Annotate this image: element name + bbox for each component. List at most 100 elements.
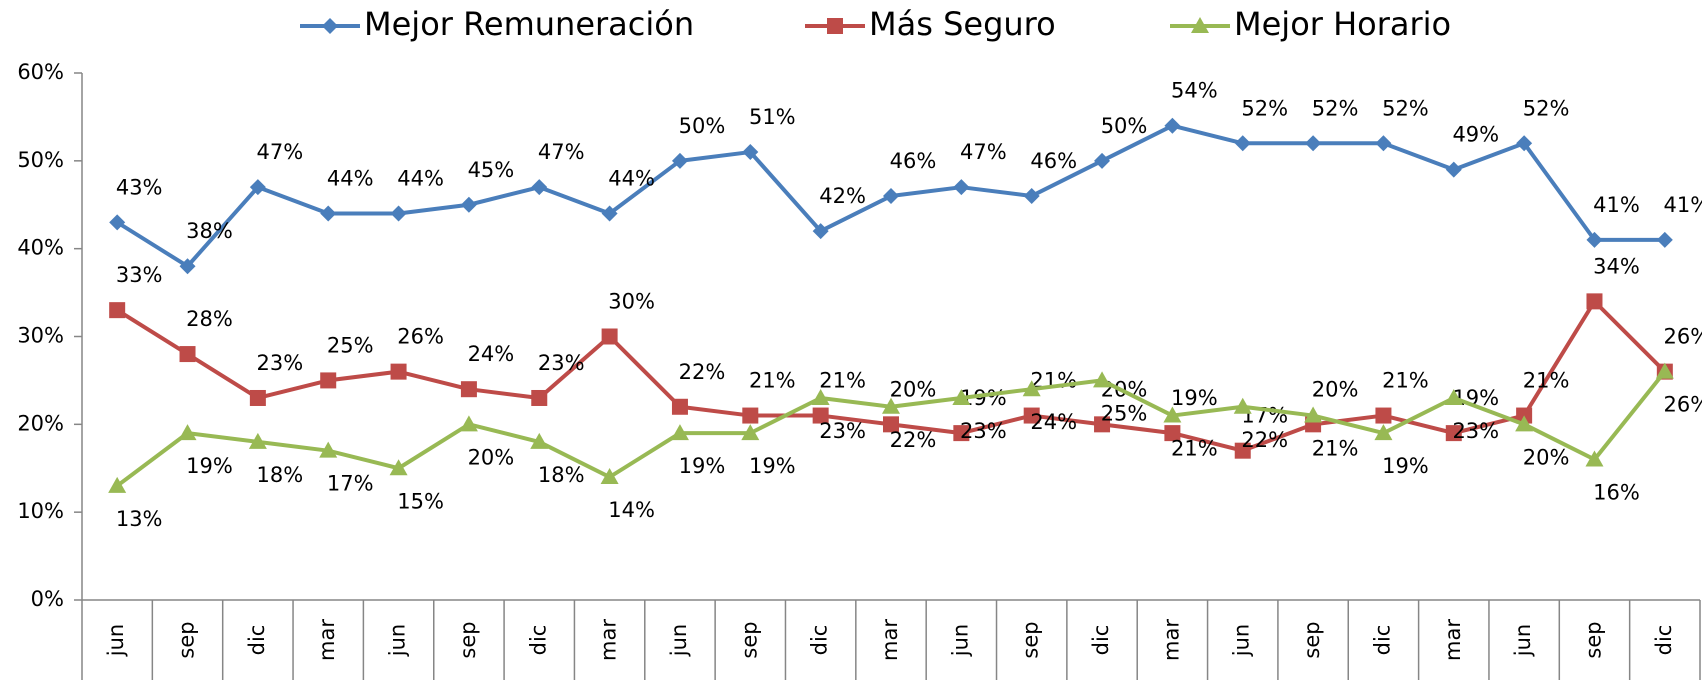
x-tick-label: mar bbox=[878, 619, 902, 661]
data-point bbox=[1655, 362, 1674, 379]
data-label: 17% bbox=[327, 472, 374, 496]
data-point bbox=[1234, 442, 1251, 459]
x-tick-label: jun bbox=[948, 624, 972, 657]
data-point bbox=[1093, 371, 1112, 388]
data-label: 23% bbox=[257, 351, 304, 375]
data-label: 47% bbox=[960, 140, 1007, 164]
data-point bbox=[1023, 407, 1040, 424]
data-label: 25% bbox=[1101, 401, 1148, 425]
data-point bbox=[883, 187, 899, 204]
x-tick-label: mar bbox=[597, 619, 621, 661]
data-label: 14% bbox=[608, 498, 655, 522]
data-label: 46% bbox=[890, 149, 937, 173]
data-point bbox=[1304, 406, 1323, 423]
data-point bbox=[812, 223, 829, 240]
data-label: 20% bbox=[468, 445, 515, 469]
data-point bbox=[1444, 388, 1463, 405]
data-label: 45% bbox=[468, 158, 515, 182]
data-point bbox=[179, 258, 196, 275]
data-point bbox=[460, 196, 477, 213]
y-tick-label: 10% bbox=[17, 499, 64, 523]
data-label: 22% bbox=[890, 428, 937, 452]
data-point bbox=[1234, 135, 1251, 152]
x-tick-label: jun bbox=[104, 624, 128, 657]
y-tick-label: 50% bbox=[17, 148, 64, 172]
data-point bbox=[1515, 415, 1534, 432]
data-point bbox=[1164, 117, 1181, 134]
data-point bbox=[109, 214, 126, 231]
x-tick-label: mar bbox=[1441, 619, 1465, 661]
data-label: 23% bbox=[819, 419, 866, 443]
x-tick-label: dic bbox=[1652, 625, 1676, 656]
data-point bbox=[671, 152, 688, 169]
x-tick-label: dic bbox=[1089, 625, 1113, 656]
data-label: 47% bbox=[257, 140, 304, 164]
data-point bbox=[178, 424, 197, 441]
data-point bbox=[952, 388, 971, 405]
x-tick-label: sep bbox=[1581, 621, 1605, 658]
data-point bbox=[1516, 135, 1533, 152]
y-tick-label: 30% bbox=[17, 324, 64, 348]
x-tick-label: dic bbox=[526, 625, 550, 656]
data-point bbox=[1163, 406, 1182, 423]
data-label: 23% bbox=[538, 351, 585, 375]
data-point bbox=[671, 398, 688, 415]
data-point bbox=[811, 388, 830, 405]
data-label: 24% bbox=[468, 342, 515, 366]
data-label: 38% bbox=[186, 219, 233, 243]
data-label: 52% bbox=[1241, 96, 1288, 120]
data-point bbox=[389, 459, 408, 476]
data-point bbox=[459, 415, 478, 432]
data-point bbox=[1164, 425, 1181, 442]
data-label: 43% bbox=[116, 175, 163, 199]
data-label: 26% bbox=[1663, 393, 1702, 417]
data-label: 52% bbox=[1523, 96, 1570, 120]
data-label: 13% bbox=[116, 507, 163, 531]
legend-label: Más Seguro bbox=[869, 5, 1056, 43]
data-label: 21% bbox=[1171, 437, 1218, 461]
data-label: 33% bbox=[116, 263, 163, 287]
data-point bbox=[1233, 397, 1252, 414]
data-point bbox=[109, 302, 126, 319]
data-point bbox=[249, 179, 266, 196]
x-tick-label: dic bbox=[245, 625, 269, 656]
y-tick-label: 60% bbox=[17, 60, 64, 84]
x-tick-label: mar bbox=[1159, 619, 1183, 661]
data-label: 49% bbox=[1452, 123, 1499, 147]
data-label: 25% bbox=[327, 333, 374, 357]
data-point bbox=[248, 432, 267, 449]
legend-label: Mejor Horario bbox=[1234, 5, 1451, 43]
data-point bbox=[1445, 161, 1462, 178]
data-point bbox=[460, 381, 477, 398]
data-label: 51% bbox=[749, 105, 796, 129]
data-label: 30% bbox=[608, 290, 655, 314]
data-point bbox=[531, 179, 548, 196]
y-tick-label: 40% bbox=[17, 236, 64, 260]
data-point bbox=[179, 346, 196, 363]
data-point bbox=[742, 144, 759, 161]
data-label: 20% bbox=[1523, 445, 1570, 469]
data-point bbox=[249, 389, 266, 406]
data-point bbox=[1023, 187, 1040, 204]
data-label: 15% bbox=[397, 489, 444, 513]
data-point bbox=[1094, 416, 1111, 433]
data-label: 19% bbox=[749, 454, 796, 478]
data-point bbox=[1586, 293, 1603, 310]
data-label: 22% bbox=[1241, 428, 1288, 452]
data-point bbox=[953, 179, 970, 196]
data-label: 44% bbox=[608, 167, 655, 191]
legend-marker bbox=[322, 18, 338, 34]
data-point bbox=[320, 205, 337, 222]
data-point bbox=[882, 397, 900, 414]
data-point bbox=[390, 205, 407, 222]
data-point bbox=[108, 476, 127, 493]
data-point bbox=[1445, 425, 1462, 442]
data-point bbox=[601, 328, 618, 345]
data-point bbox=[1374, 424, 1393, 441]
data-point bbox=[1656, 231, 1673, 248]
data-label: 19% bbox=[1171, 386, 1218, 410]
data-label: 18% bbox=[257, 463, 304, 487]
x-tick-label: jun bbox=[667, 624, 691, 657]
data-label: 54% bbox=[1171, 79, 1218, 103]
data-label: 21% bbox=[1382, 369, 1429, 393]
